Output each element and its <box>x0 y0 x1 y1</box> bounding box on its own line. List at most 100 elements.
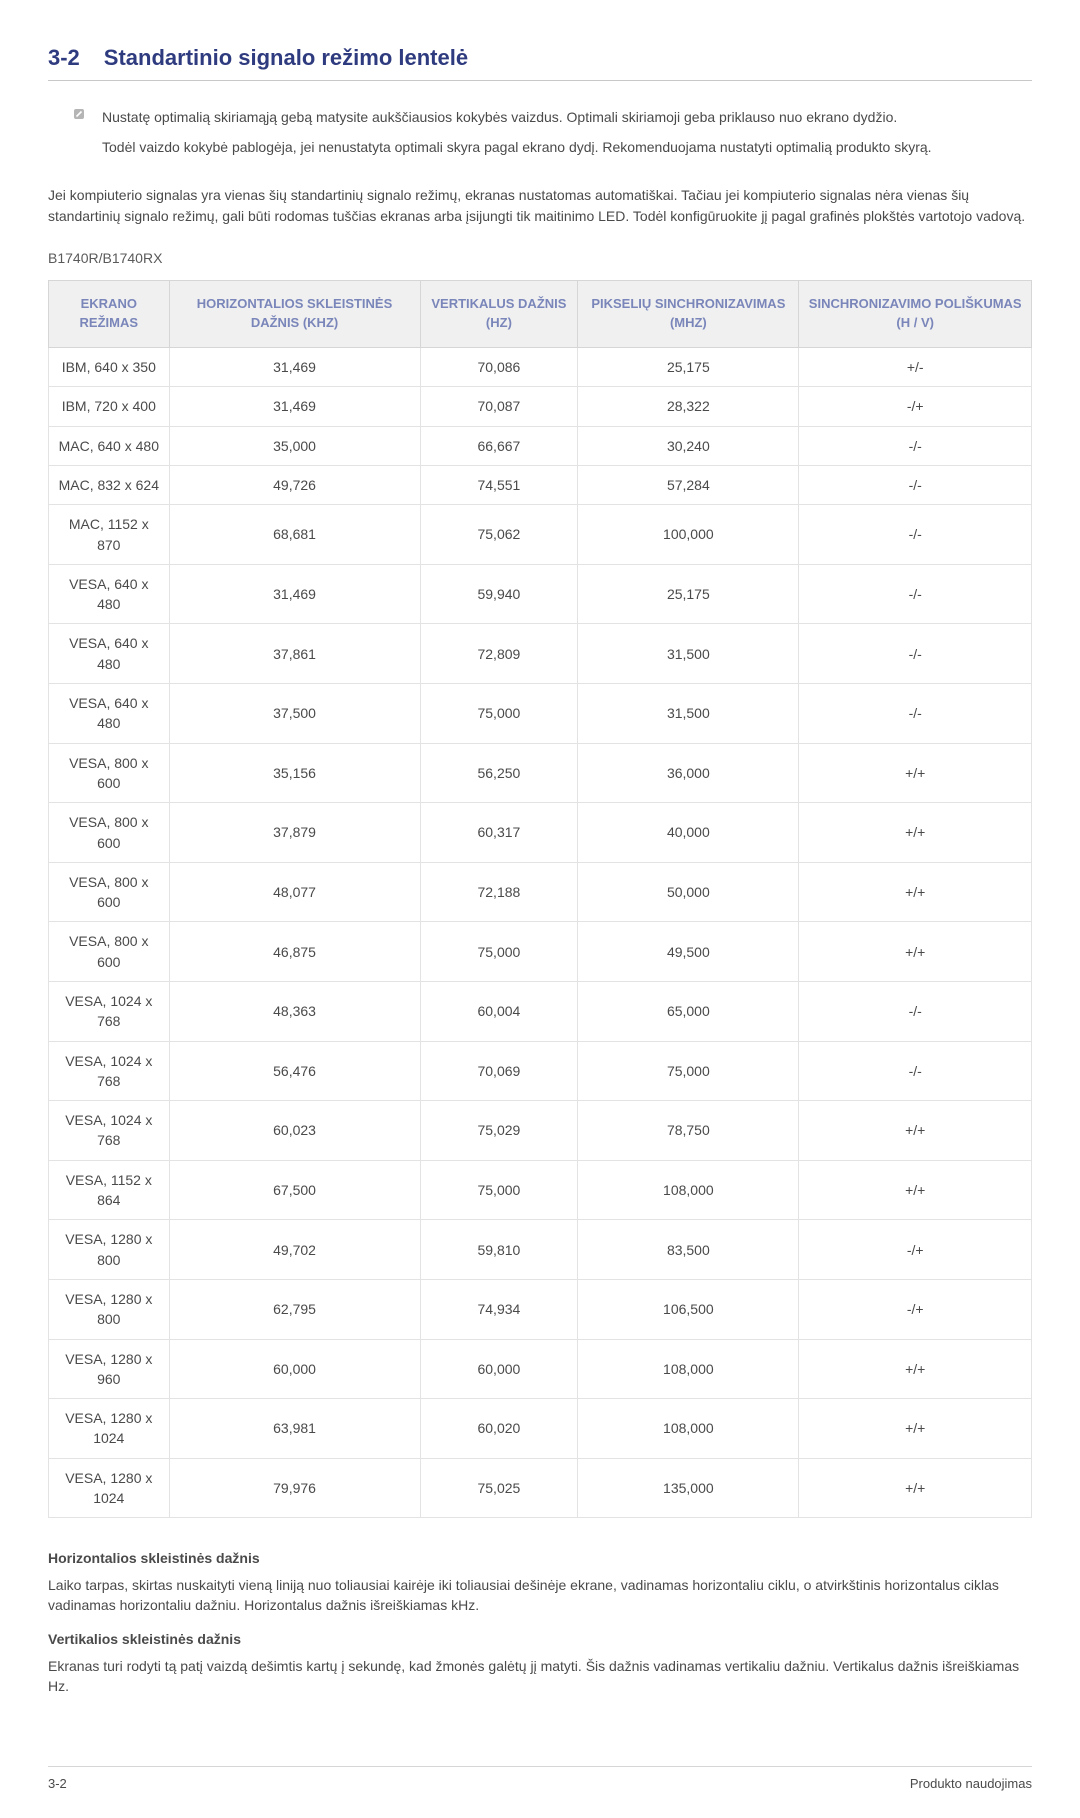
table-cell: 49,702 <box>169 1220 420 1280</box>
table-row: VESA, 1280 x 96060,00060,000108,000+/+ <box>49 1339 1032 1399</box>
table-row: MAC, 1152 x 87068,68175,062100,000-/- <box>49 505 1032 565</box>
table-row: IBM, 640 x 35031,46970,08625,175+/- <box>49 348 1032 387</box>
table-cell: +/+ <box>799 922 1032 982</box>
table-cell: VESA, 800 x 600 <box>49 922 170 982</box>
table-cell: 108,000 <box>578 1339 799 1399</box>
table-cell: VESA, 640 x 480 <box>49 624 170 684</box>
table-cell: MAC, 1152 x 870 <box>49 505 170 565</box>
table-cell: 31,469 <box>169 348 420 387</box>
table-cell: 70,087 <box>420 387 578 426</box>
table-cell: +/+ <box>799 1339 1032 1399</box>
footer-left: 3-2 <box>48 1775 67 1794</box>
table-cell: 60,000 <box>420 1339 578 1399</box>
table-row: VESA, 800 x 60037,87960,31740,000+/+ <box>49 803 1032 863</box>
table-cell: 65,000 <box>578 982 799 1042</box>
table-cell: +/+ <box>799 1399 1032 1459</box>
table-cell: VESA, 1024 x 768 <box>49 982 170 1042</box>
body-paragraph: Jei kompiuterio signalas yra vienas šių … <box>48 185 1032 226</box>
table-cell: VESA, 800 x 600 <box>49 862 170 922</box>
table-row: VESA, 640 x 48037,86172,80931,500-/- <box>49 624 1032 684</box>
table-row: MAC, 640 x 48035,00066,66730,240-/- <box>49 426 1032 465</box>
table-row: VESA, 800 x 60048,07772,18850,000+/+ <box>49 862 1032 922</box>
table-cell: 135,000 <box>578 1458 799 1518</box>
table-row: VESA, 1280 x 80049,70259,81083,500-/+ <box>49 1220 1032 1280</box>
table-cell: 75,000 <box>420 1160 578 1220</box>
definition-block: Horizontalios skleistinės dažnisLaiko ta… <box>48 1548 1032 1615</box>
table-cell: 108,000 <box>578 1399 799 1459</box>
page-footer: 3-2 Produkto naudojimas <box>48 1766 1032 1794</box>
table-cell: 25,175 <box>578 348 799 387</box>
table-cell: 57,284 <box>578 465 799 504</box>
table-cell: VESA, 1280 x 1024 <box>49 1458 170 1518</box>
table-cell: VESA, 1280 x 1024 <box>49 1399 170 1459</box>
table-cell: 66,667 <box>420 426 578 465</box>
table-row: VESA, 1280 x 80062,79574,934106,500-/+ <box>49 1279 1032 1339</box>
table-cell: 74,934 <box>420 1279 578 1339</box>
table-cell: +/+ <box>799 1458 1032 1518</box>
table-cell: -/+ <box>799 387 1032 426</box>
definition-title: Horizontalios skleistinės dažnis <box>48 1548 1032 1568</box>
table-cell: 75,000 <box>578 1041 799 1101</box>
table-cell: +/+ <box>799 1101 1032 1161</box>
table-cell: -/- <box>799 564 1032 624</box>
table-cell: 35,000 <box>169 426 420 465</box>
table-cell: 78,750 <box>578 1101 799 1161</box>
table-cell: 37,500 <box>169 684 420 744</box>
table-cell: VESA, 1024 x 768 <box>49 1101 170 1161</box>
section-header: 3-2 Standartinio signalo režimo lentelė <box>48 42 1032 81</box>
table-cell: 56,250 <box>420 743 578 803</box>
table-cell: 60,317 <box>420 803 578 863</box>
col-pixclk: PIKSELIŲ SINCHRONIZAVIMAS (MHZ) <box>578 281 799 348</box>
section-title: Standartinio signalo režimo lentelė <box>104 42 468 74</box>
col-hfreq: HORIZONTALIOS SKLEISTINĖS DAŽNIS (KHZ) <box>169 281 420 348</box>
table-cell: -/- <box>799 624 1032 684</box>
table-cell: VESA, 1280 x 800 <box>49 1220 170 1280</box>
table-cell: 49,500 <box>578 922 799 982</box>
table-cell: 75,000 <box>420 922 578 982</box>
table-cell: 79,976 <box>169 1458 420 1518</box>
table-header-row: EKRANO REŽIMAS HORIZONTALIOS SKLEISTINĖS… <box>49 281 1032 348</box>
table-cell: MAC, 640 x 480 <box>49 426 170 465</box>
table-cell: VESA, 800 x 600 <box>49 803 170 863</box>
table-cell: -/- <box>799 426 1032 465</box>
table-cell: 56,476 <box>169 1041 420 1101</box>
table-cell: -/- <box>799 1041 1032 1101</box>
table-cell: 31,469 <box>169 564 420 624</box>
table-cell: 74,551 <box>420 465 578 504</box>
table-cell: 60,004 <box>420 982 578 1042</box>
table-cell: 25,175 <box>578 564 799 624</box>
table-row: VESA, 1280 x 102463,98160,020108,000+/+ <box>49 1399 1032 1459</box>
table-cell: VESA, 800 x 600 <box>49 743 170 803</box>
table-cell: 68,681 <box>169 505 420 565</box>
definition-title: Vertikalios skleistinės dažnis <box>48 1629 1032 1649</box>
table-cell: VESA, 1024 x 768 <box>49 1041 170 1101</box>
model-label: B1740R/B1740RX <box>48 248 1032 268</box>
definition-block: Vertikalios skleistinės dažnis Ekranas tu… <box>48 1629 1032 1696</box>
table-cell: -/- <box>799 465 1032 504</box>
definition-body: Ekranas turi rodyti tą patį vaizdą dešim… <box>48 1656 1032 1697</box>
table-cell: VESA, 1280 x 800 <box>49 1279 170 1339</box>
table-cell: 108,000 <box>578 1160 799 1220</box>
table-row: VESA, 1024 x 76860,02375,02978,750+/+ <box>49 1101 1032 1161</box>
table-cell: VESA, 1280 x 960 <box>49 1339 170 1399</box>
table-cell: -/+ <box>799 1279 1032 1339</box>
signal-mode-table: EKRANO REŽIMAS HORIZONTALIOS SKLEISTINĖS… <box>48 280 1032 1518</box>
table-cell: 48,363 <box>169 982 420 1042</box>
table-cell: MAC, 832 x 624 <box>49 465 170 504</box>
table-cell: IBM, 640 x 350 <box>49 348 170 387</box>
table-row: VESA, 800 x 60035,15656,25036,000+/+ <box>49 743 1032 803</box>
table-cell: 48,077 <box>169 862 420 922</box>
table-cell: 37,861 <box>169 624 420 684</box>
note-text: Nustatę optimalią skiriamąją gebą matysi… <box>102 107 1032 168</box>
table-cell: 72,809 <box>420 624 578 684</box>
table-cell: 62,795 <box>169 1279 420 1339</box>
note-block: Nustatę optimalią skiriamąją gebą matysi… <box>72 107 1032 168</box>
table-cell: +/+ <box>799 1160 1032 1220</box>
table-cell: -/- <box>799 982 1032 1042</box>
col-mode: EKRANO REŽIMAS <box>49 281 170 348</box>
table-row: VESA, 640 x 48031,46959,94025,175-/- <box>49 564 1032 624</box>
table-cell: 60,023 <box>169 1101 420 1161</box>
table-cell: 75,000 <box>420 684 578 744</box>
table-cell: 75,025 <box>420 1458 578 1518</box>
table-cell: 46,875 <box>169 922 420 982</box>
